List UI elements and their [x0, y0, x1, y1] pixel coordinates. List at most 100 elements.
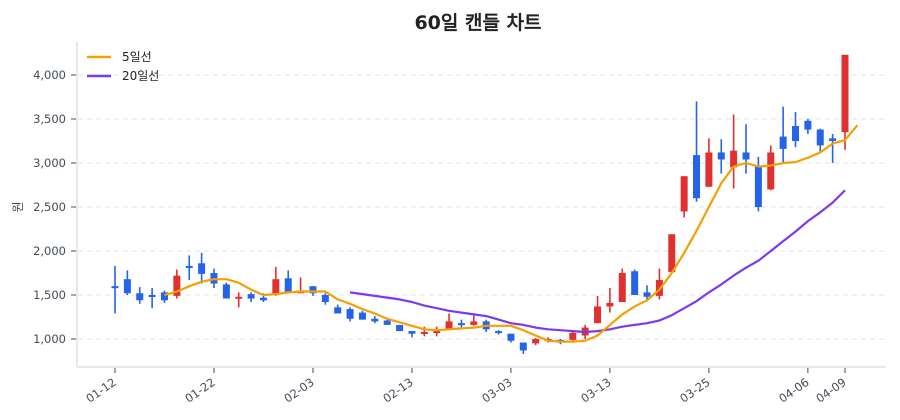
candle-up — [532, 338, 540, 346]
candle-body — [767, 152, 775, 190]
candle-down — [321, 293, 329, 305]
candle-body — [816, 129, 824, 146]
candle-down — [346, 307, 354, 322]
candle-down — [631, 269, 639, 295]
candle-up — [433, 326, 441, 337]
candle-down — [457, 319, 465, 328]
x-tick-label: 03-03 — [479, 375, 514, 406]
candle-body — [470, 321, 478, 325]
x-axis-ticks: 01-12 01-22 02-03 02-13 03-03 03-13 03-25 04-06… — [83, 368, 849, 406]
candle-down — [829, 133, 837, 163]
candle-up — [594, 295, 602, 324]
candle-down — [643, 285, 651, 302]
y-axis-ticks: 1,000 1,500 2,000 2,500 3,000 3,500 4,000 — [33, 68, 76, 346]
candle-body — [779, 136, 787, 149]
candle-body — [371, 318, 379, 322]
candle-up — [705, 138, 713, 187]
candle-down — [804, 119, 812, 134]
candle-up — [235, 292, 243, 308]
candle-body — [247, 294, 255, 299]
candle-body — [668, 234, 676, 273]
candle-body — [420, 331, 428, 334]
candle-down — [160, 290, 168, 303]
candle-body — [643, 292, 651, 297]
chart-title: 60일 캔들 차트 — [414, 12, 541, 34]
axes — [76, 42, 886, 368]
candle-down — [495, 330, 503, 335]
candle-up — [680, 176, 688, 218]
candle-body — [754, 166, 762, 207]
candle-body — [445, 321, 453, 330]
candle-body — [532, 339, 540, 344]
y-axis-label: 원 — [11, 201, 25, 212]
candle-body — [272, 279, 280, 295]
candle-body — [396, 324, 404, 332]
x-tick-label: 02-03 — [281, 375, 316, 406]
candle-down — [148, 287, 156, 309]
candle-body — [334, 307, 342, 314]
legend-label-ma5: 5일선 — [122, 50, 152, 64]
candle-body — [160, 292, 168, 301]
x-tick-label: 04-06 — [776, 375, 811, 406]
candle-body — [717, 152, 725, 160]
candle-body — [383, 320, 391, 325]
candle-body — [829, 138, 837, 141]
y-tick-label: 1,000 — [33, 332, 66, 346]
candle-up — [730, 114, 738, 189]
candle-body — [606, 302, 614, 307]
candle-down — [507, 333, 515, 343]
candle-body — [222, 284, 230, 299]
candle-body — [594, 306, 602, 324]
candle-down — [717, 139, 725, 174]
candle-body — [457, 323, 465, 326]
x-tick-label: 04-09 — [813, 375, 848, 406]
candle-down — [371, 316, 379, 324]
candle-body — [742, 152, 750, 160]
candle-down — [123, 270, 131, 295]
candle-body — [198, 263, 206, 274]
candle-up — [173, 269, 181, 299]
candle-down — [284, 270, 292, 294]
x-tick-label: 03-25 — [677, 375, 712, 406]
candle-down — [779, 106, 787, 164]
candle-down — [136, 287, 144, 304]
candle-body — [693, 155, 701, 199]
candle-down — [396, 324, 404, 332]
candle-body — [631, 271, 639, 295]
candle-body — [358, 312, 366, 320]
candle-body — [136, 293, 144, 301]
candle-body — [408, 331, 416, 334]
candle-body — [259, 297, 267, 301]
candle-body — [495, 331, 503, 334]
y-tick-label: 2,000 — [33, 244, 66, 258]
candle-down — [247, 292, 255, 303]
x-tick-label: 01-22 — [182, 375, 217, 406]
candle-down — [111, 265, 119, 314]
legend: 5일선 20일선 — [87, 50, 159, 83]
y-tick-label: 3,000 — [33, 156, 66, 170]
candle-down — [816, 128, 824, 153]
grid-lines — [78, 74, 886, 340]
candle-body — [569, 332, 577, 340]
candle-body — [173, 275, 181, 296]
candle-body — [507, 333, 515, 341]
candle-up — [470, 315, 478, 326]
y-tick-label: 2,500 — [33, 200, 66, 214]
ma5-line — [164, 124, 859, 343]
candle-body — [148, 295, 156, 297]
moving-average-lines — [164, 124, 859, 343]
candle-body — [705, 152, 713, 187]
candle-down — [185, 255, 193, 281]
candle-body — [185, 265, 193, 268]
y-tick-label: 1,500 — [33, 288, 66, 302]
candle-down — [693, 101, 701, 202]
candle-body — [321, 295, 329, 303]
candle-down — [334, 304, 342, 314]
candle-up — [668, 234, 676, 273]
candle-up — [445, 313, 453, 330]
y-tick-label: 3,500 — [33, 112, 66, 126]
candle-body — [519, 342, 527, 351]
x-tick-label: 02-13 — [380, 375, 415, 406]
